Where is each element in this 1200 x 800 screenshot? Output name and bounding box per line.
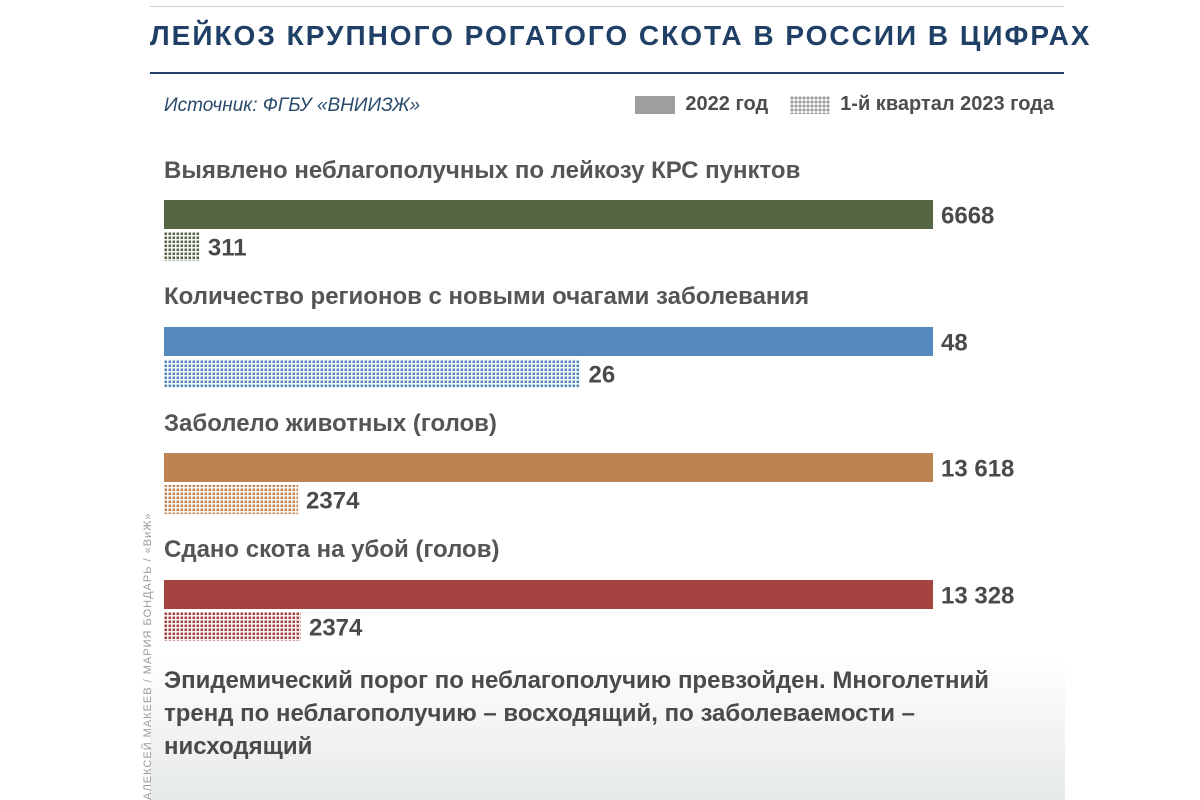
source-note: Источник: ФГБУ «ВНИИЗЖ» bbox=[164, 95, 421, 116]
bar-2022 bbox=[164, 327, 933, 356]
bar-value-label: 13 328 bbox=[941, 583, 1014, 610]
bar-value-label: 311 bbox=[208, 235, 247, 262]
title-rule bbox=[150, 72, 1064, 74]
credit-line: АЛЕКСЕЙ МАКЕЕВ / МАРИЯ БОНДАРЬ / «ВиЖ» bbox=[142, 512, 154, 800]
bar-2023-q1 bbox=[164, 359, 581, 388]
bar-2023-q1 bbox=[164, 485, 299, 514]
bar-value-label: 48 bbox=[941, 330, 968, 357]
category-label: Выявлено неблагополучных по лейкозу КРС … bbox=[164, 157, 801, 184]
chart-title: ЛЕЙКОЗ КРУПНОГО РОГАТОГО СКОТА В РОССИИ … bbox=[150, 20, 1092, 51]
bar-value-label: 2374 bbox=[306, 488, 360, 515]
footnote: Эпидемический порог по неблагополучию пр… bbox=[164, 667, 989, 760]
category-label: Заболело животных (голов) bbox=[164, 410, 497, 437]
bar-2023-q1 bbox=[164, 612, 301, 641]
bar-value-label: 26 bbox=[589, 362, 616, 389]
bar-2022 bbox=[164, 580, 933, 609]
bar-2022 bbox=[164, 453, 933, 482]
top-rule bbox=[150, 6, 1064, 7]
bar-2023-q1 bbox=[164, 232, 200, 261]
bar-value-label: 2374 bbox=[309, 615, 363, 642]
legend-swatch-2023q1 bbox=[790, 95, 831, 114]
legend: 2022 год 1-й квартал 2023 года bbox=[635, 93, 1054, 116]
category-label: Сдано скота на убой (голов) bbox=[164, 536, 500, 563]
bottom-fade-background bbox=[150, 655, 1065, 800]
bar-value-label: 13 618 bbox=[941, 456, 1014, 483]
bar-value-label: 6668 bbox=[941, 203, 994, 230]
category-label: Количество регионов с новыми очагами заб… bbox=[164, 283, 810, 310]
bar-2022 bbox=[164, 200, 933, 229]
legend-swatch-2022 bbox=[635, 95, 676, 114]
legend-label-2022: 2022 год bbox=[685, 93, 769, 115]
legend-label-2023q1: 1-й квартал 2023 года bbox=[840, 93, 1054, 115]
